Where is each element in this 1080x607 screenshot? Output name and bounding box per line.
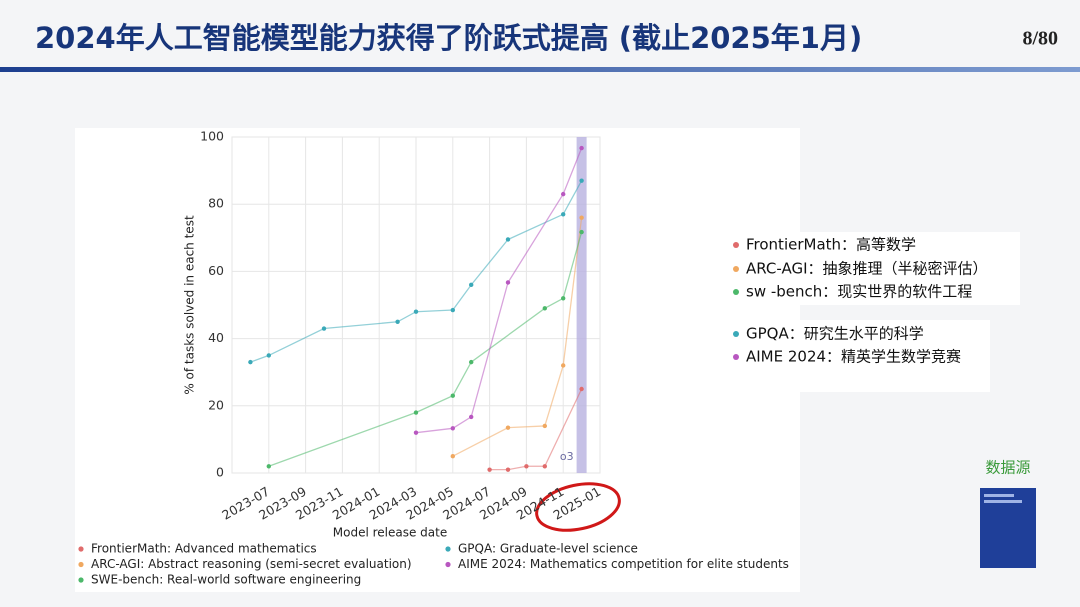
legend-marker	[445, 561, 451, 568]
data-point	[542, 423, 547, 429]
thumbnail-line	[984, 494, 1014, 497]
note-text: ARC-AGI：抽象推理（半秘密评估）	[746, 260, 988, 278]
page-number: 8/80	[1022, 28, 1058, 50]
legend-label: AIME 2024: Mathematics competition for e…	[458, 557, 789, 571]
legend-label: FrontierMath: Advanced mathematics	[91, 542, 317, 556]
note-marker	[733, 289, 739, 295]
y-tick-label: 40	[208, 330, 224, 345]
data-point	[561, 296, 566, 301]
data-point	[413, 309, 419, 314]
data-point	[561, 212, 566, 217]
data-point	[579, 215, 584, 220]
series-line	[415, 147, 583, 434]
data-point	[450, 307, 455, 313]
highlight-circle	[535, 482, 621, 532]
legend-marker	[445, 546, 451, 552]
data-point	[395, 319, 400, 324]
data-point	[542, 464, 547, 469]
legend-marker	[78, 577, 84, 583]
data-point	[561, 191, 566, 197]
data-point	[505, 467, 511, 472]
note-marker	[733, 354, 739, 360]
data-point	[561, 363, 566, 368]
header-rule	[0, 67, 1080, 72]
data-point	[266, 353, 271, 358]
legend-label: SWE-bench: Real-world software engineeri…	[91, 573, 361, 587]
data-point	[469, 359, 474, 365]
note-box	[722, 232, 1020, 305]
y-axis-label: % of tasks solved in each test	[183, 215, 197, 395]
note-text: AIME 2024：精英学生数学竞赛	[746, 348, 961, 366]
data-point	[248, 359, 253, 365]
data-point	[505, 237, 511, 242]
legend-marker	[78, 546, 84, 552]
data-point	[413, 430, 419, 435]
data-point	[266, 464, 271, 469]
data-point	[542, 306, 547, 311]
note-marker	[733, 266, 739, 272]
series-line	[250, 180, 583, 363]
data-point	[450, 393, 455, 398]
x-axis-label: Model release date	[333, 526, 447, 540]
thumbnail-line	[984, 500, 1022, 503]
data-point	[579, 145, 584, 151]
source-label: 数据源	[985, 459, 1030, 477]
data-point	[579, 178, 584, 183]
y-tick-label: 20	[208, 397, 224, 412]
data-point	[469, 282, 474, 288]
note-text: FrontierMath：高等数学	[746, 236, 916, 254]
y-tick-label: 80	[208, 196, 224, 211]
data-point	[487, 467, 492, 472]
data-point	[579, 229, 584, 235]
data-point	[505, 425, 511, 430]
note-text: GPQA：研究生水平的科学	[746, 325, 924, 343]
data-point	[450, 454, 455, 459]
note-marker	[733, 331, 739, 337]
data-point	[321, 326, 327, 331]
note-box	[722, 320, 990, 392]
highlight-band	[576, 137, 587, 473]
note-marker	[733, 242, 739, 248]
data-point	[579, 386, 584, 392]
legend-marker	[78, 561, 84, 568]
data-point	[413, 410, 419, 415]
note-text: sw -bench：现实世界的软件工程	[746, 283, 972, 301]
slide-title: 2024年人工智能模型能力获得了阶跃式提高 (截止2025年1月)	[35, 21, 862, 55]
data-point	[450, 426, 455, 431]
y-tick-label: 0	[216, 465, 224, 480]
data-point	[469, 414, 474, 420]
y-tick-label: 100	[200, 129, 224, 144]
data-point	[505, 280, 511, 285]
y-tick-label: 60	[208, 263, 224, 278]
chart-panel	[75, 128, 800, 592]
data-point	[524, 464, 529, 469]
legend-label: ARC-AGI: Abstract reasoning (semi-secret…	[91, 557, 412, 571]
highlight-label: o3	[560, 450, 574, 463]
legend-label: GPQA: Graduate-level science	[458, 542, 638, 556]
